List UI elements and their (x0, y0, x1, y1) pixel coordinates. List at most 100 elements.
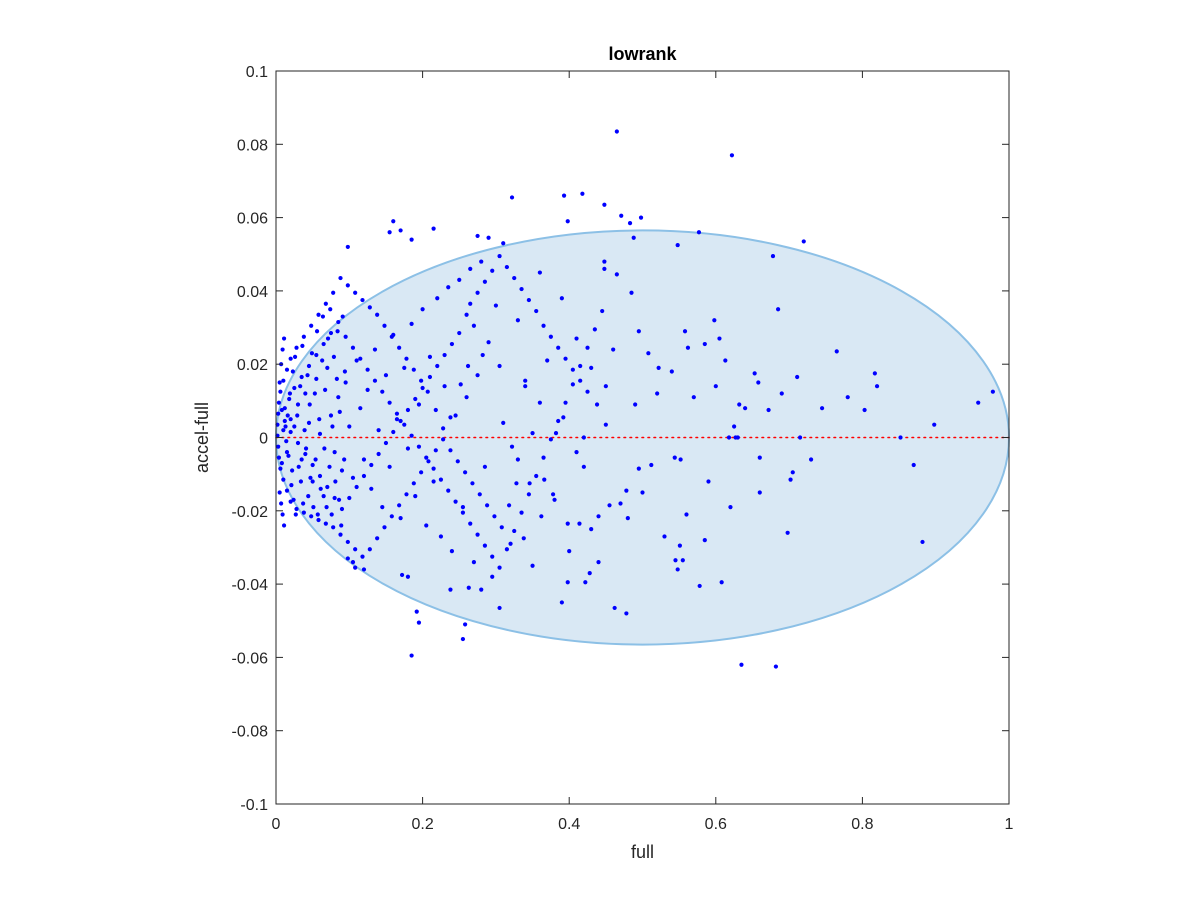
data-point (281, 336, 287, 341)
data-point (405, 446, 411, 451)
data-point (756, 380, 761, 385)
data-point (990, 389, 995, 394)
data-point (766, 407, 771, 413)
data-point (592, 327, 597, 332)
data-point (303, 446, 309, 451)
data-point (438, 534, 444, 539)
data-point (376, 451, 381, 457)
chart-title: lowrank (608, 44, 677, 64)
data-point (361, 567, 367, 572)
data-point (369, 486, 374, 491)
data-point (424, 455, 429, 460)
data-point (420, 385, 425, 391)
data-point (303, 391, 308, 396)
data-point (343, 334, 348, 339)
data-point (277, 490, 282, 495)
data-point (466, 585, 471, 590)
data-point (350, 475, 356, 480)
data-point (287, 391, 293, 396)
data-point (486, 235, 491, 240)
data-point (743, 406, 748, 411)
y-tick-label: 0.08 (237, 137, 268, 154)
data-point (675, 567, 680, 572)
data-point (323, 387, 328, 392)
data-point (289, 483, 294, 488)
data-point (723, 358, 728, 363)
data-point (419, 378, 424, 383)
data-point (336, 497, 342, 502)
data-point (317, 417, 322, 422)
data-point (354, 358, 359, 363)
data-point (728, 505, 733, 510)
data-point (455, 459, 460, 464)
data-point (416, 620, 422, 625)
data-point (490, 574, 495, 579)
data-point (316, 312, 321, 317)
points-layer (275, 129, 995, 669)
data-point (336, 395, 341, 400)
data-point (490, 268, 495, 273)
data-point (596, 560, 601, 565)
data-point (696, 230, 702, 235)
data-point (471, 560, 477, 565)
data-point (334, 376, 339, 381)
data-point (336, 319, 341, 325)
data-point (438, 477, 444, 482)
data-point (442, 384, 447, 389)
data-point (685, 345, 691, 350)
data-point (353, 565, 358, 570)
data-point (646, 351, 651, 356)
data-point (729, 153, 735, 158)
data-point (307, 402, 312, 407)
data-point (345, 244, 350, 250)
data-point (785, 530, 790, 535)
data-point (490, 554, 495, 559)
data-point (631, 235, 636, 240)
data-point (441, 437, 446, 442)
data-point (684, 512, 689, 517)
data-point (409, 653, 414, 658)
data-point (380, 389, 385, 394)
data-point (331, 525, 336, 530)
data-point (416, 444, 422, 449)
data-point (726, 435, 732, 440)
data-point (284, 367, 290, 372)
data-point (283, 424, 288, 429)
data-point (288, 356, 293, 361)
data-point (509, 444, 515, 449)
x-tick-label: 0.4 (558, 816, 580, 833)
data-point (553, 431, 559, 436)
data-point (448, 587, 453, 592)
data-point (499, 525, 504, 530)
data-point (316, 517, 321, 523)
data-point (542, 477, 547, 482)
data-point (420, 307, 425, 312)
data-point (391, 332, 396, 337)
data-point (276, 411, 281, 416)
data-point (600, 308, 605, 314)
data-point (350, 345, 356, 350)
data-point (398, 418, 403, 424)
data-point (397, 503, 402, 508)
data-point (288, 429, 293, 435)
data-point (468, 301, 473, 306)
data-point (463, 622, 468, 627)
data-point (583, 580, 588, 585)
data-point (574, 336, 579, 341)
data-point (290, 369, 295, 374)
data-point (552, 497, 557, 502)
data-point (322, 446, 327, 451)
y-tick-label: -0.02 (232, 504, 269, 521)
data-point (497, 605, 502, 611)
data-point (702, 538, 707, 543)
data-point (526, 297, 531, 303)
data-point (284, 488, 290, 493)
data-point (409, 321, 414, 326)
data-point (279, 501, 284, 506)
data-point (292, 424, 297, 429)
data-point (288, 417, 293, 422)
data-point (301, 501, 306, 506)
data-point (431, 466, 436, 471)
data-point (448, 448, 453, 453)
data-point (309, 351, 315, 356)
